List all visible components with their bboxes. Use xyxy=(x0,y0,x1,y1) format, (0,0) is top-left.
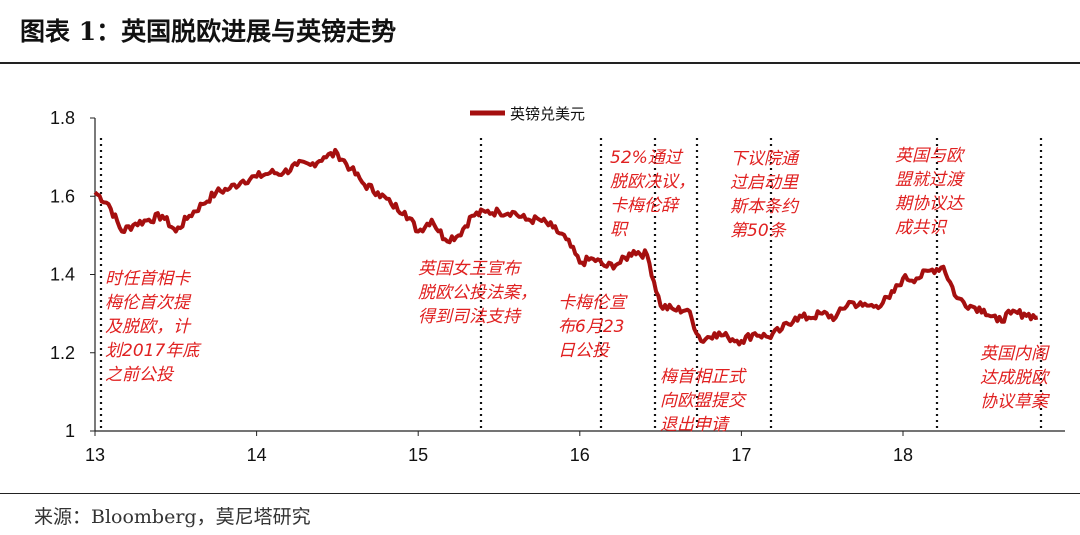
x-tick-label: 14 xyxy=(247,445,267,465)
source-note: 来源：Bloomberg，莫尼塔研究 xyxy=(34,506,311,528)
event-annotation: 英国内阁达成脱欧协议草案 xyxy=(980,344,1051,412)
event-annotation-line: 卡梅伦辞 xyxy=(610,196,681,216)
event-annotation-line: 第50条 xyxy=(730,221,788,241)
event-annotation-line: 脱欧公投法案， xyxy=(418,283,537,303)
series-layer xyxy=(93,147,1039,347)
figure-title: 图表 1：英国脱欧进展与英镑走势 xyxy=(20,17,397,46)
event-lines xyxy=(99,138,1043,431)
event-annotation-line: 划2017年底 xyxy=(105,341,202,361)
gbp-usd-chart: 1 1.2 1.4 1.6 1.8 13 14 15 16 17 18 英镑兑美元 时任首相卡梅伦首… xyxy=(50,105,1065,465)
event-annotation: 英国与欧盟就过渡期协议达成共识 xyxy=(895,146,966,238)
event-annotation-line: 退出申请 xyxy=(660,415,731,435)
chart-legend: 英镑兑美元 xyxy=(470,105,585,123)
title-divider xyxy=(0,62,1080,64)
y-tick-label: 1 xyxy=(65,421,75,441)
source-divider xyxy=(0,493,1080,494)
event-annotation-line: 日公投 xyxy=(558,341,611,361)
event-annotation-line: 成共识 xyxy=(895,218,948,238)
event-annotations: 时任首相卡梅伦首次提及脱欧，计划2017年底之前公投 英国女王宣布脱欧公投法案， 得… xyxy=(105,146,1051,435)
event-annotation-line: 下议院通 xyxy=(730,149,800,169)
event-annotation-line: 52%通过 xyxy=(610,148,684,168)
event-annotation-line: 向欧盟提交 xyxy=(660,391,747,411)
event-annotation-line: 梅伦首次提 xyxy=(105,293,192,313)
x-tick-label: 17 xyxy=(731,445,751,465)
event-annotation: 下议院通过启动里斯本条约第50条 xyxy=(730,149,800,241)
event-annotation-line: 职 xyxy=(610,220,629,240)
y-tick-label: 1.6 xyxy=(50,186,75,206)
event-annotation-line: 卡梅伦宣 xyxy=(558,293,628,313)
legend-label: 英镑兑美元 xyxy=(510,105,585,123)
chart-axes: 1 1.2 1.4 1.6 1.8 13 14 15 16 17 18 xyxy=(50,108,1065,465)
event-annotation-line: 英国与欧 xyxy=(895,146,966,166)
event-annotation-line: 布6月23 xyxy=(558,317,624,337)
event-annotation: 卡梅伦宣布6月23 日公投 xyxy=(558,293,628,361)
event-annotation-line: 之前公投 xyxy=(105,365,175,385)
event-annotation-line: 得到司法支持 xyxy=(418,307,522,327)
y-tick-label: 1.4 xyxy=(50,265,75,285)
event-annotation-line: 脱欧决议， xyxy=(610,172,695,192)
event-annotation: 时任首相卡梅伦首次提及脱欧，计划2017年底之前公投 xyxy=(105,269,202,385)
x-tick-label: 13 xyxy=(85,445,105,465)
event-annotation-line: 盟就过渡 xyxy=(895,170,966,190)
event-annotation-line: 梅首相正式 xyxy=(660,367,747,387)
event-annotation-line: 英国女王宣布 xyxy=(418,259,522,279)
event-annotation-line: 斯本条约 xyxy=(730,197,800,217)
x-tick-label: 15 xyxy=(408,445,428,465)
event-annotation: 梅首相正式向欧盟提交退出申请 xyxy=(660,367,747,435)
event-annotation-line: 英国内阁 xyxy=(980,344,1050,364)
event-annotation-line: 及脱欧，计 xyxy=(105,317,192,337)
series-line-gbp-usd xyxy=(93,147,1039,347)
y-tick-label: 1.8 xyxy=(50,108,75,128)
x-tick-label: 16 xyxy=(570,445,590,465)
event-annotation-line: 达成脱欧 xyxy=(980,368,1051,388)
event-annotation: 英国女王宣布脱欧公投法案， 得到司法支持 xyxy=(418,259,537,327)
event-annotation-line: 时任首相卡 xyxy=(105,269,192,289)
y-tick-label: 1.2 xyxy=(50,343,75,363)
event-annotation: 52%通过脱欧决议， 卡梅伦辞职 xyxy=(610,148,695,240)
x-tick-label: 18 xyxy=(893,445,913,465)
event-annotation-line: 期协议达 xyxy=(895,194,965,214)
event-annotation-line: 过启动里 xyxy=(730,173,800,193)
event-annotation-line: 协议草案 xyxy=(980,392,1050,412)
